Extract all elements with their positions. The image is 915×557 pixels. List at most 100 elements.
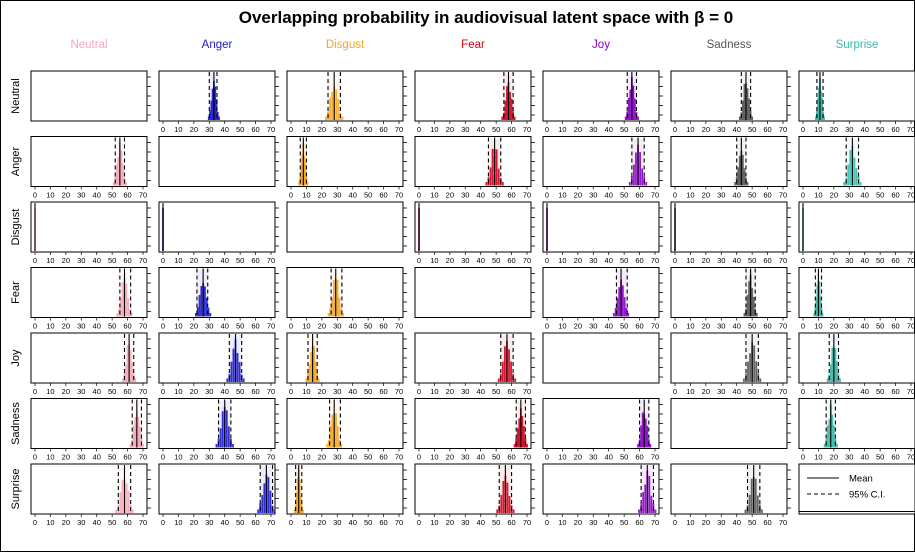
x-tick-label: 70	[651, 125, 659, 134]
x-tick-label: 10	[302, 387, 310, 396]
hist-bar	[748, 98, 750, 120]
x-tick-label: 0	[33, 453, 37, 462]
x-tick-label: 50	[748, 125, 756, 134]
x-tick-label: 20	[190, 125, 198, 134]
x-tick-label: 60	[379, 518, 387, 527]
x-tick-label: 60	[123, 191, 131, 200]
x-tick-label: 30	[589, 191, 597, 200]
x-tick-label: 0	[289, 322, 293, 331]
x-tick-label: 0	[33, 322, 37, 331]
x-tick-label: 0	[161, 322, 165, 331]
panel-surprise-joy-x-axis: 0 10 20 30 40 50 60 70	[545, 514, 659, 527]
x-tick-label: 50	[236, 256, 244, 265]
hist-bar	[134, 417, 137, 448]
hist-bar	[826, 425, 829, 448]
hist-bar	[654, 509, 657, 513]
x-tick-label: 10	[686, 518, 694, 527]
panel-joy-anger-frame	[158, 332, 276, 384]
x-tick-label: 10	[46, 453, 54, 462]
hist-bar	[495, 149, 498, 186]
x-tick-label: 0	[801, 322, 805, 331]
x-tick-label: 40	[93, 322, 101, 331]
x-tick-label: 60	[251, 518, 259, 527]
x-tick-label: 30	[205, 256, 213, 265]
x-tick-label: 0	[673, 322, 677, 331]
hist-bar	[293, 509, 296, 513]
x-tick-label: 20	[574, 453, 582, 462]
x-tick-label: 10	[430, 387, 438, 396]
x-tick-label: 40	[733, 256, 741, 265]
x-tick-label: 70	[523, 256, 531, 265]
panel-disgust-sadness-frame	[670, 201, 788, 253]
hist-bar	[226, 378, 229, 382]
hist-bar	[523, 426, 525, 448]
hist-bar	[303, 155, 306, 186]
x-tick-label: 30	[589, 518, 597, 527]
x-tick-label: 0	[545, 453, 549, 462]
x-tick-label: 70	[779, 322, 787, 331]
panel-fear-joy-frame	[542, 267, 660, 318]
x-tick-label: 60	[507, 256, 515, 265]
hist-bar	[236, 353, 239, 382]
panel-sadness-disgust-x-axis: 0 10 20 30 40 50 60 70	[289, 448, 403, 462]
hist-bar	[738, 155, 741, 186]
hist-bar	[340, 308, 343, 317]
x-tick-label: 10	[430, 125, 438, 134]
hist-bar	[313, 346, 316, 382]
x-tick-label: 40	[349, 191, 357, 200]
x-tick-label: 30	[589, 322, 597, 331]
x-tick-label: 20	[318, 453, 326, 462]
x-tick-label: 30	[333, 191, 341, 200]
panel-joy-disgust-frame	[286, 332, 404, 384]
panel-joy-surprise-frame	[798, 332, 915, 384]
hist-bar	[741, 154, 744, 186]
x-tick-label: 10	[430, 191, 438, 200]
panel-disgust-disgust-frame	[286, 201, 404, 253]
hist-bar	[115, 164, 118, 186]
hist-bar	[823, 116, 825, 120]
hist-bar	[743, 378, 745, 382]
hist-bar	[496, 509, 499, 513]
x-tick-label: 20	[702, 256, 710, 265]
hist-bar	[219, 428, 222, 448]
x-tick-label: 50	[748, 322, 756, 331]
hist-bar	[509, 92, 511, 120]
hist-bar	[821, 98, 823, 120]
x-tick-label: 50	[876, 256, 884, 265]
hist-bar	[335, 89, 338, 120]
hist-bar	[269, 490, 272, 513]
x-tick-label: 60	[763, 125, 771, 134]
x-tick-label: 0	[33, 387, 37, 396]
panel-sadness-fear-frame	[414, 398, 532, 449]
hist-bar	[117, 157, 120, 186]
hist-bar	[831, 414, 834, 448]
hist-bar	[816, 284, 819, 317]
x-tick-label: 60	[763, 322, 771, 331]
x-tick-label: 50	[620, 322, 628, 331]
panel-anger-surprise-x-axis: 0 10 20 30 40 50 60 70	[801, 186, 915, 200]
hist-bar	[500, 494, 503, 513]
hist-bar	[814, 116, 817, 120]
hist-bar	[650, 495, 653, 513]
hist-bar	[743, 312, 746, 317]
x-tick-label: 40	[221, 518, 229, 527]
hist-bar	[139, 426, 141, 448]
x-tick-label: 70	[523, 191, 531, 200]
x-tick-label: 40	[221, 256, 229, 265]
hist-bar	[818, 281, 821, 317]
x-tick-label: 70	[907, 191, 915, 200]
x-tick-label: 10	[302, 125, 310, 134]
x-tick-label: 60	[635, 518, 643, 527]
panel-surprise-fear-frame	[414, 463, 532, 515]
x-tick-label: 70	[651, 518, 659, 527]
hist-bar	[195, 312, 197, 317]
x-tick-label: 50	[876, 387, 884, 396]
x-tick-label: 10	[430, 453, 438, 462]
x-tick-label: 70	[907, 387, 915, 396]
x-tick-label: 10	[430, 256, 438, 265]
x-tick-label: 30	[333, 387, 341, 396]
x-tick-label: 50	[364, 453, 372, 462]
x-tick-label: 40	[477, 125, 485, 134]
x-tick-label: 0	[801, 453, 805, 462]
